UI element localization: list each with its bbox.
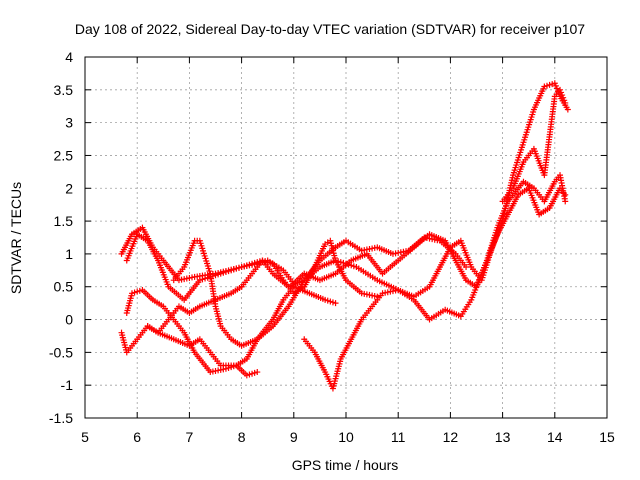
data-point	[561, 97, 568, 104]
data-point	[243, 372, 250, 379]
x-tick-label: 8	[238, 429, 246, 445]
data-point	[562, 99, 569, 106]
y-tick-label: 1.5	[54, 213, 74, 229]
data-point	[562, 191, 569, 198]
x-tick-label: 14	[547, 429, 563, 445]
data-point	[228, 364, 235, 371]
data-point	[546, 81, 553, 88]
chart-title: Day 108 of 2022, Sidereal Day-to-day VTE…	[75, 21, 585, 37]
data-point	[267, 259, 274, 266]
data-point	[220, 269, 227, 276]
data-point	[228, 267, 235, 274]
data-point	[322, 296, 329, 303]
data-point	[332, 300, 339, 307]
y-tick-label: 2.5	[54, 147, 74, 163]
data-point	[327, 298, 334, 305]
y-tick-labels: -1.5 -1 -0.5 0 0.5 1 1.5 2 2.5 3 3.5 4	[49, 49, 73, 426]
data-point	[251, 369, 258, 376]
x-tick-label: 7	[186, 429, 194, 445]
data-point	[202, 275, 209, 282]
data-point	[541, 83, 548, 90]
y-tick-label: 4	[65, 49, 73, 65]
axis-ticks	[84, 56, 608, 419]
data-point	[324, 297, 331, 304]
y-tick-label: -1	[61, 377, 74, 393]
data-point	[543, 82, 550, 89]
data-point	[204, 274, 211, 281]
data-point	[549, 81, 556, 88]
data-point	[235, 264, 242, 271]
x-tick-label: 12	[443, 429, 459, 445]
y-axis-title: SDTVAR / TECUs	[8, 182, 24, 294]
data-marks	[118, 80, 571, 392]
data-point	[551, 80, 558, 87]
data-point	[131, 289, 138, 296]
data-point	[215, 271, 222, 278]
data-point	[128, 290, 135, 297]
y-tick-label: -0.5	[49, 344, 73, 360]
x-axis-title: GPS time / hours	[292, 457, 399, 473]
data-point	[225, 364, 232, 371]
data-point	[136, 287, 143, 294]
data-point	[222, 365, 229, 372]
data-point	[350, 263, 357, 270]
data-point	[217, 270, 224, 277]
data-point	[212, 272, 219, 279]
data-point	[233, 265, 240, 272]
x-tick-label: 5	[81, 429, 89, 445]
x-tick-label: 15	[599, 429, 615, 445]
x-tick-label: 11	[391, 429, 406, 445]
x-tick-label: 6	[133, 429, 141, 445]
data-point	[199, 276, 206, 283]
data-point	[552, 82, 559, 89]
data-point	[225, 268, 232, 275]
data-point	[230, 266, 237, 273]
data-point	[463, 264, 470, 271]
data-point	[262, 258, 269, 265]
data-point	[559, 92, 566, 99]
x-tick-labels: 5 6 7 8 9 10 11 12 13 14 15	[81, 429, 615, 445]
data-point	[558, 89, 565, 96]
data-point	[134, 288, 141, 295]
data-point	[249, 370, 256, 377]
data-point	[553, 85, 560, 92]
data-point	[562, 198, 569, 205]
y-tick-label: 3	[65, 115, 73, 131]
data-point	[246, 371, 253, 378]
data-point	[329, 299, 336, 306]
x-tick-label: 13	[495, 429, 511, 445]
data-point	[254, 369, 261, 376]
y-tick-label: -1.5	[49, 410, 73, 426]
data-point	[230, 363, 237, 370]
data-point	[564, 106, 571, 113]
data-point	[264, 259, 271, 266]
y-tick-label: 2	[65, 180, 73, 196]
y-tick-label: 0	[65, 312, 73, 328]
data-point	[557, 86, 564, 93]
y-tick-label: 0.5	[54, 279, 74, 295]
data-point	[196, 277, 203, 284]
x-tick-label: 9	[290, 429, 298, 445]
x-tick-label: 10	[338, 429, 354, 445]
plot-frame	[84, 56, 608, 419]
y-tick-label: 3.5	[54, 82, 74, 98]
data-point	[560, 94, 567, 101]
data-point	[259, 257, 266, 264]
data-point	[222, 268, 229, 275]
y-tick-label: 1	[65, 246, 73, 262]
